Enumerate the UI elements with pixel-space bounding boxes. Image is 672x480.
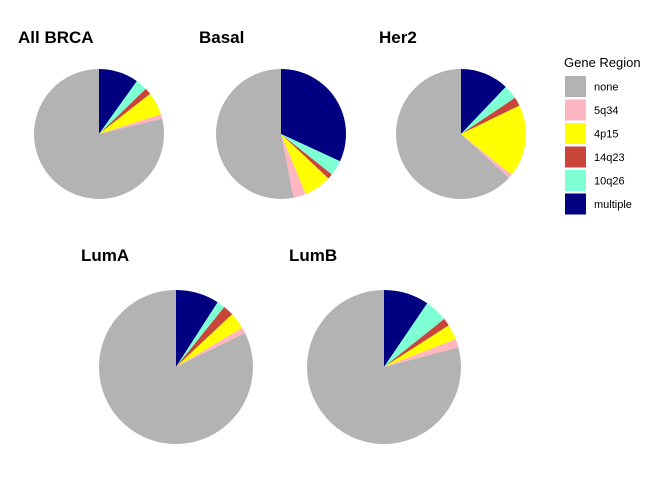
pie-slice-14q23 (99, 88, 151, 134)
pie-basal: Basal (199, 28, 347, 199)
pie-slice-14q23 (461, 97, 520, 134)
pie-lumb: LumB (289, 246, 462, 444)
pie-slice-5q34 (384, 339, 459, 367)
pie-slice-multiple (281, 69, 347, 162)
pie-slice-none (307, 290, 462, 444)
legend-swatch-14q23 (565, 146, 586, 168)
pie-slice-5q34 (461, 134, 512, 178)
pie-title: Her2 (379, 28, 417, 47)
pie-slice-multiple (176, 290, 218, 367)
pie-slice-14q23 (281, 134, 332, 179)
legend: Gene Region none 5q34 4p15 14q23 10q26 multip… (564, 55, 641, 215)
pie-slice-10q26 (384, 303, 445, 367)
legend-swatch-10q26 (565, 170, 586, 191)
pie-slice-multiple (99, 69, 137, 134)
pie-slice-none (215, 69, 294, 199)
pie-slice-4p15 (384, 325, 456, 367)
legend-label-4p15: 4p15 (594, 129, 618, 141)
pie-title: Basal (199, 28, 244, 47)
pie-slice-10q26 (176, 302, 225, 367)
legend-swatch-5q34 (565, 99, 586, 121)
pie-title: LumA (81, 246, 129, 265)
pie-title: All BRCA (18, 28, 94, 47)
legend-swatch-none (565, 76, 586, 97)
pie-slice-4p15 (461, 105, 526, 175)
legend-label-14q23: 14q23 (594, 152, 625, 164)
pie-slice-multiple (384, 290, 428, 367)
pie-her2: Her2 (379, 28, 526, 199)
legend-label-multiple: multiple (594, 199, 632, 211)
pie-panels: All BRCA Basal Her2 LumA LumB (18, 28, 526, 444)
pie-slice-14q23 (176, 307, 233, 367)
legend-items: none 5q34 4p15 14q23 10q26 multiple (565, 76, 632, 215)
pie-slice-5q34 (176, 327, 246, 367)
legend-label-none: none (594, 82, 618, 94)
legend-label-5q34: 5q34 (594, 105, 618, 117)
pie-luma: LumA (81, 246, 253, 444)
pie-slice-10q26 (461, 86, 515, 134)
pie-slice-14q23 (384, 319, 449, 367)
legend-swatch-4p15 (565, 123, 586, 144)
pie-slice-none (396, 69, 509, 199)
legend-title: Gene Region (564, 55, 641, 70)
pie-slice-5q34 (281, 134, 306, 198)
pie-slice-4p15 (176, 314, 243, 367)
pie-slice-multiple (461, 69, 506, 134)
legend-swatch-multiple (565, 193, 586, 215)
pie-slice-10q26 (281, 134, 340, 175)
pie-slice-10q26 (99, 81, 146, 134)
pie-slice-4p15 (281, 134, 329, 195)
legend-label-10q26: 10q26 (594, 176, 625, 188)
pie-slice-none (98, 289, 253, 444)
pie-slice-none (34, 69, 165, 200)
pie-title: LumB (289, 246, 337, 265)
pie-all-brca: All BRCA (18, 28, 165, 200)
pie-slice-4p15 (99, 93, 161, 134)
pie-slice-5q34 (99, 114, 163, 134)
